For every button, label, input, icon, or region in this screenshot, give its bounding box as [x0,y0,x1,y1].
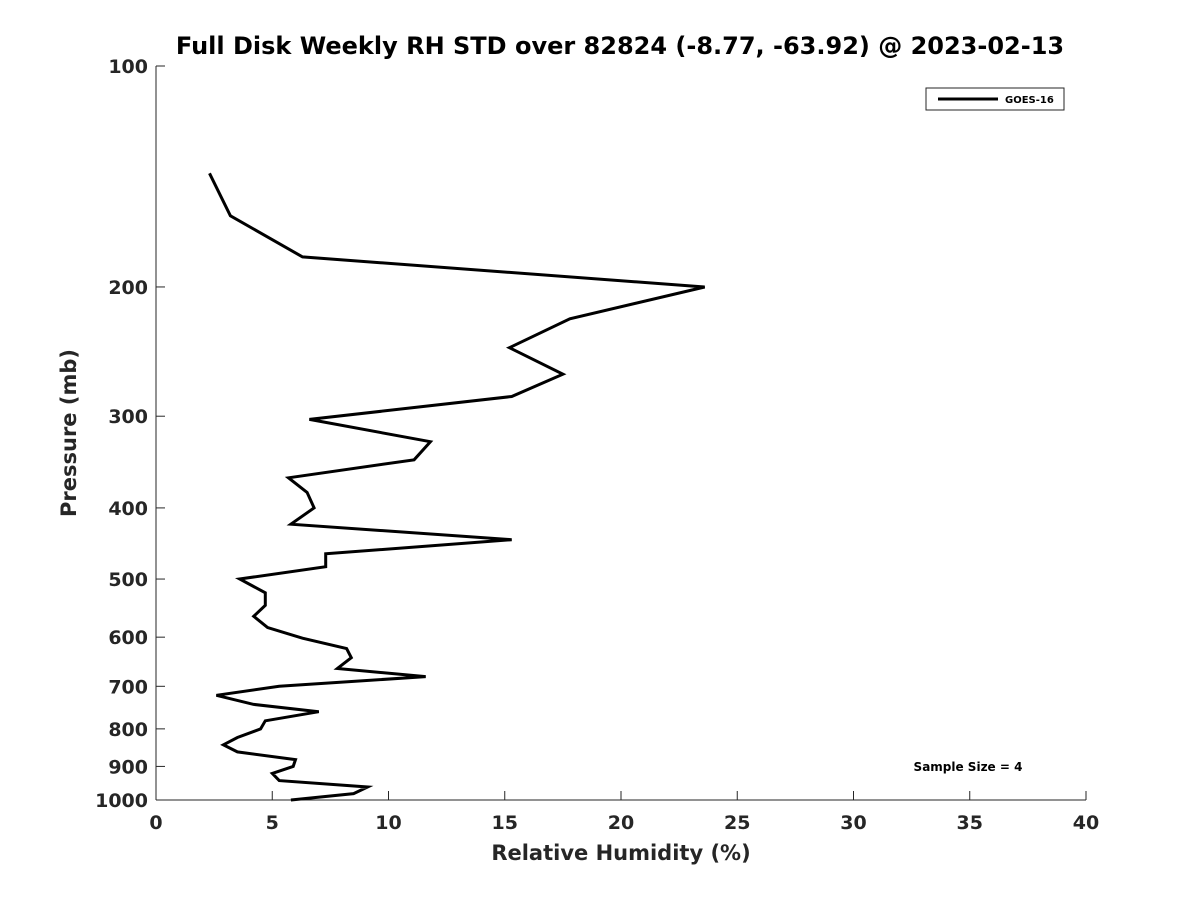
x-tick-label: 5 [266,812,279,834]
x-axis-ticks: 0 5 10 15 20 25 30 35 40 [149,791,1099,834]
x-tick-label: 30 [840,812,866,834]
y-tick-label: 500 [108,569,148,591]
y-tick-label: 300 [108,406,148,428]
x-tick-label: 15 [492,812,518,834]
plot-area: 0 5 10 15 20 25 30 35 40 100 200 300 400 500 600 700 80… [95,56,1099,834]
x-axis-label: Relative Humidity (%) [491,841,750,865]
y-tick-label: 800 [108,719,148,741]
y-tick-label: 700 [108,676,148,698]
x-tick-label: 35 [957,812,983,834]
x-tick-label: 25 [724,812,750,834]
y-tick-label: 200 [108,277,148,299]
chart-title: Full Disk Weekly RH STD over 82824 (-8.7… [176,32,1064,60]
x-tick-label: 20 [608,812,634,834]
x-tick-label: 10 [375,812,401,834]
y-tick-label: 400 [108,498,148,520]
y-tick-label: 600 [108,627,148,649]
x-tick-label: 0 [149,812,162,834]
y-tick-label: 900 [108,756,148,778]
y-axis-ticks: 100 200 300 400 500 600 700 800 900 1000 [95,56,165,812]
legend-label: GOES-16 [1005,95,1054,106]
y-tick-label: 1000 [95,790,148,812]
y-tick-label: 100 [108,56,148,78]
series-line-goes-16 [208,172,706,802]
legend: GOES-16 [925,87,1065,111]
y-axis-label: Pressure (mb) [57,349,81,517]
x-tick-label: 40 [1073,812,1099,834]
sample-size-annotation: Sample Size = 4 [914,760,1023,774]
